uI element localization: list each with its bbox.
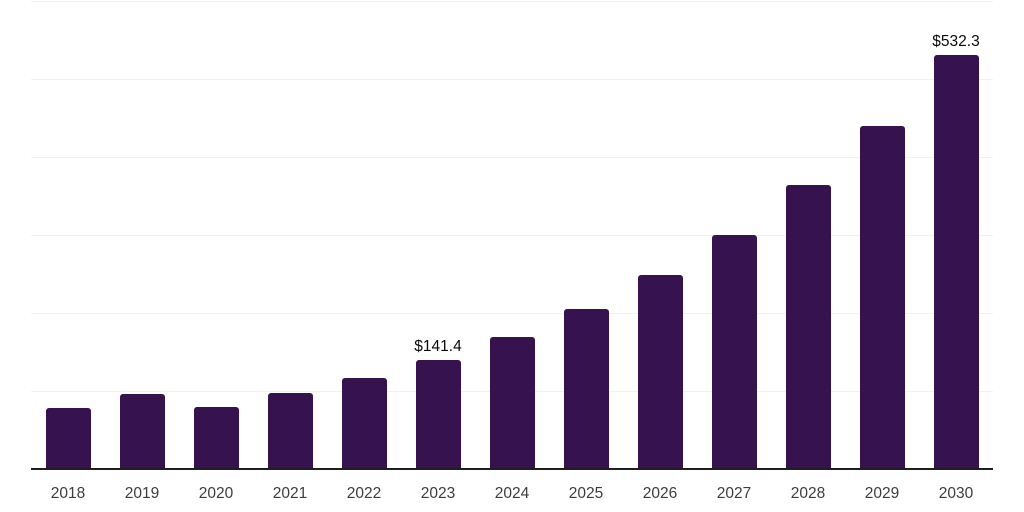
bar-slot-2026 (623, 275, 697, 470)
x-tick-2022: 2022 (346, 485, 382, 502)
bar-slot-2030: $532.3 (919, 33, 993, 470)
bar-2025 (563, 308, 609, 470)
bar-slot-2024 (475, 336, 549, 470)
gridline-600 (31, 1, 993, 2)
x-tick-2028: 2028 (790, 485, 826, 502)
x-tick-2029: 2029 (864, 485, 900, 502)
x-tick-2030: 2030 (938, 485, 974, 502)
bar-slot-2025 (549, 308, 623, 470)
bar-slot-2022 (327, 377, 401, 470)
x-tick-2020: 2020 (198, 485, 234, 502)
x-tick-2026: 2026 (642, 485, 678, 502)
x-axis-labels: 2018 2019 2020 2021 2022 2023 2024 2025 2026 2027… (31, 483, 993, 505)
bar-slot-2021 (253, 393, 327, 470)
bar-2029 (859, 126, 905, 470)
x-axis-line (31, 468, 993, 470)
bar-slot-2020 (179, 406, 253, 470)
x-tick-2021: 2021 (272, 485, 308, 502)
bar-slot-2028 (771, 185, 845, 470)
bar-slot-2018 (31, 408, 105, 470)
x-tick-2023: 2023 (420, 485, 456, 502)
gridline-500 (31, 79, 993, 80)
bar-2022 (341, 377, 387, 470)
bar-slot-2023: $141.4 (401, 338, 475, 470)
bar-slot-2029 (845, 126, 919, 470)
bar-slot-2027 (697, 234, 771, 470)
bar-slot-2019 (105, 394, 179, 470)
value-label-2023: $141.4 (414, 337, 462, 355)
x-tick-2018: 2018 (50, 485, 86, 502)
bar-2020 (193, 406, 239, 470)
value-label-2030: $532.3 (932, 32, 980, 50)
bar-2021 (267, 393, 313, 470)
x-tick-2019: 2019 (124, 485, 160, 502)
bar-2024 (489, 336, 535, 470)
bar-2018 (45, 408, 91, 470)
bar-2026 (637, 275, 683, 470)
bar-2027 (711, 234, 757, 470)
gridline-400 (31, 157, 993, 158)
plot-area: $141.4 $532.3 (31, 0, 993, 470)
bars-row: $141.4 $532.3 (31, 0, 993, 470)
gridline-200 (31, 313, 993, 314)
x-tick-2025: 2025 (568, 485, 604, 502)
bar-2023 (415, 359, 461, 470)
x-tick-2027: 2027 (716, 485, 752, 502)
bar-2030 (933, 54, 979, 470)
bar-2019 (119, 394, 165, 470)
bar-2028 (785, 185, 831, 470)
gridline-300 (31, 235, 993, 236)
x-tick-2024: 2024 (494, 485, 530, 502)
